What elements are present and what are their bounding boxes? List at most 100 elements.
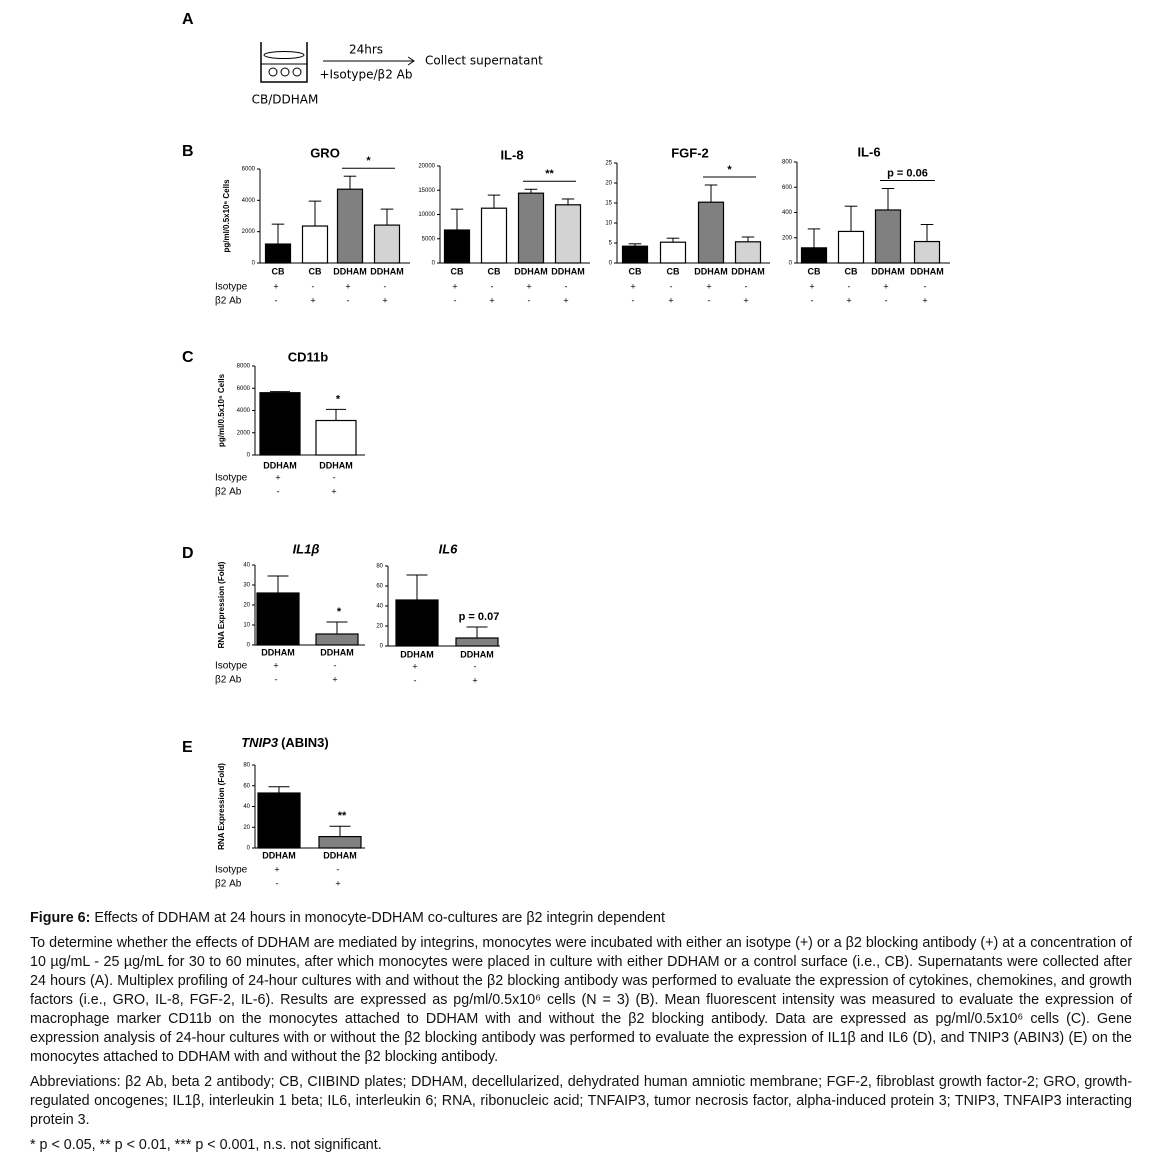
condition-value: - <box>848 281 851 291</box>
x-tick-label: DDHAM <box>694 266 728 276</box>
x-tick-label: DDHAM <box>262 850 296 860</box>
caption-paragraph: * p < 0.05, ** p < 0.01, *** p < 0.001, … <box>30 1137 382 1153</box>
condition-label: β2 Ab <box>215 879 242 890</box>
y-axis-label: pg/ml/0.5x10⁶ Cells <box>222 179 231 253</box>
condition-value: + <box>846 295 851 305</box>
y-axis-label: RNA Expression (Fold) <box>217 561 226 648</box>
condition-value: + <box>922 295 927 305</box>
caption-heading: Figure 6: Effects of DDHAM at 24 hours i… <box>30 909 1132 928</box>
schematic-result: Collect supernatant <box>425 54 543 68</box>
bar <box>315 633 359 646</box>
condition-value: - <box>333 472 336 482</box>
condition-value: + <box>526 281 531 291</box>
y-tick-label: 80 <box>376 564 383 570</box>
y-tick-label: 20 <box>376 624 383 630</box>
bar <box>315 419 357 456</box>
y-tick-label: 800 <box>782 160 793 166</box>
condition-value: - <box>275 674 278 684</box>
panel-label: A <box>182 11 194 28</box>
y-tick-label: 0 <box>432 261 436 267</box>
y-tick-label: 25 <box>605 161 612 167</box>
condition-value: + <box>310 295 315 305</box>
bar <box>264 243 292 264</box>
condition-value: - <box>275 295 278 305</box>
bar <box>734 241 762 264</box>
y-tick-label: 400 <box>782 210 793 216</box>
x-tick-label: DDHAM <box>370 266 404 276</box>
bar <box>621 245 649 264</box>
bar-chart: IL-8 0 5000 10000 15000 20000 CB + - CB - + DDHAM + - D… <box>418 147 590 305</box>
bar <box>874 209 902 264</box>
condition-value: - <box>632 295 635 305</box>
y-tick-label: 40 <box>243 804 250 810</box>
significance-label: ** <box>338 810 347 822</box>
significance-label: ** <box>545 168 554 180</box>
bar <box>256 592 300 646</box>
bar <box>837 230 865 264</box>
condition-value: - <box>565 281 568 291</box>
condition-value: - <box>384 281 387 291</box>
y-tick-label: 20 <box>243 825 250 831</box>
chart-title-italic: TNIP3 <box>241 735 279 750</box>
condition-value: + <box>273 660 278 670</box>
y-axis-label: RNA Expression (Fold) <box>217 763 226 850</box>
x-tick-label: DDHAM <box>551 266 585 276</box>
condition-value: + <box>335 878 340 888</box>
y-tick-label: 4000 <box>237 408 251 414</box>
condition-label: Isotype <box>215 282 248 293</box>
x-tick-label: DDHAM <box>319 460 353 470</box>
condition-value: + <box>412 661 417 671</box>
bar-chart: CD11b pg/ml/0.5x10⁶ Cells 0 2000 4000 6000 800… <box>215 349 365 498</box>
condition-value: + <box>273 281 278 291</box>
panel-label: B <box>182 143 194 160</box>
condition-value: + <box>345 281 350 291</box>
condition-label: β2 Ab <box>215 296 242 307</box>
bar <box>395 599 439 647</box>
y-tick-label: 2000 <box>237 430 251 436</box>
y-tick-label: 5 <box>609 241 613 247</box>
caption-paragraph: Abbreviations: β2 Ab, beta 2 antibody; C… <box>30 1074 1132 1128</box>
significance-label: * <box>727 164 732 176</box>
condition-value: - <box>528 295 531 305</box>
chart-title: IL-6 <box>857 144 880 159</box>
y-tick-label: 30 <box>243 583 250 589</box>
condition-value: - <box>454 295 457 305</box>
condition-value: - <box>708 295 711 305</box>
bar <box>373 224 401 264</box>
condition-value: + <box>332 674 337 684</box>
condition-value: + <box>382 295 387 305</box>
x-tick-label: DDHAM <box>731 266 765 276</box>
x-tick-label: DDHAM <box>871 266 905 276</box>
bar <box>480 207 508 264</box>
bar <box>913 240 941 264</box>
bar <box>517 192 545 264</box>
bar <box>259 392 301 456</box>
y-tick-label: 15000 <box>418 188 435 194</box>
y-tick-label: 15 <box>605 201 612 207</box>
y-tick-label: 5000 <box>422 236 436 242</box>
condition-value: + <box>743 295 748 305</box>
x-tick-label: DDHAM <box>514 266 548 276</box>
bar <box>257 792 301 849</box>
condition-value: - <box>491 281 494 291</box>
bar-chart: IL1β RNA Expression (Fold) 0 10 20 30 40 DDHAM +… <box>215 541 365 686</box>
condition-label: Isotype <box>215 661 248 672</box>
condition-value: - <box>347 295 350 305</box>
panel-label: D <box>182 545 194 562</box>
condition-value: - <box>277 486 280 496</box>
chart-title: TNIP3 (ABIN3) <box>241 735 329 750</box>
condition-value: - <box>924 281 927 291</box>
y-tick-label: 0 <box>789 261 793 267</box>
culture-dish <box>260 42 308 83</box>
condition-value: + <box>275 472 280 482</box>
y-tick-label: 60 <box>243 783 250 789</box>
bar-chart: TNIP3 (ABIN3) RNA Expression (Fold) 0 20 40 60… <box>215 735 365 890</box>
y-tick-label: 40 <box>376 604 383 610</box>
x-tick-label: DDHAM <box>263 460 297 470</box>
y-tick-label: 0 <box>247 846 251 852</box>
x-tick-label: DDHAM <box>333 266 367 276</box>
y-tick-label: 60 <box>376 584 383 590</box>
y-tick-label: 4000 <box>242 198 256 204</box>
bar <box>554 204 582 264</box>
